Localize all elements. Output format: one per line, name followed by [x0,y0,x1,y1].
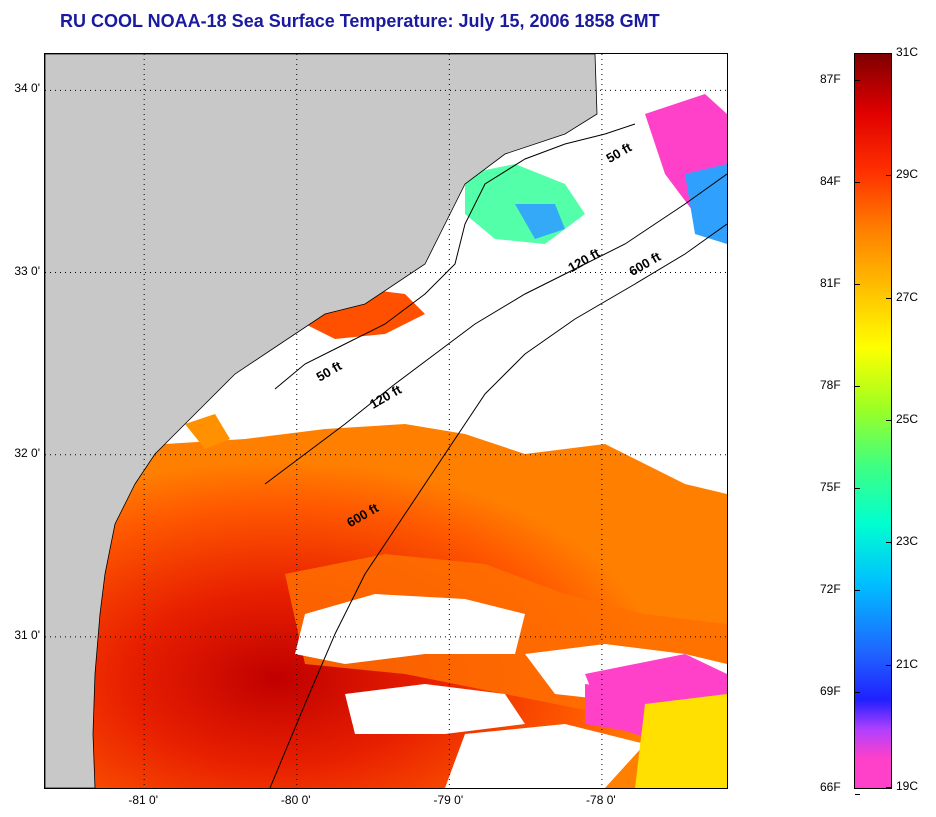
colorbar-tick-mark [855,793,860,795]
colorbar-celsius-label: 19C [896,779,919,793]
colorbar-tick-mark [886,175,891,177]
cloud-patch [445,724,645,788]
colorbar-tick-mark [886,297,891,299]
lat-tick-label: 34 0' [14,81,40,96]
colorbar-fahrenheit-label: 75F [820,479,841,494]
colorbar-tick-mark [886,53,891,54]
colorbar-tick-mark [855,284,860,286]
colorbar-fahrenheit-label: 78F [820,378,841,393]
colorbar-tick-mark [855,487,860,489]
colorbar-celsius-label: 29C [896,167,919,182]
sst-cool-patch [185,414,230,449]
lat-tick-label: 31 0' [14,627,40,642]
colorbar-celsius-label: 31C [896,45,919,59]
colorbar-celsius-label: 23C [896,534,919,549]
sst-cool-patch [515,204,565,239]
colorbar-celsius-label: 21C [896,656,919,671]
colorbar-tick-mark [886,420,891,421]
colorbar-tick-mark [855,589,860,591]
contour-120ft [264,173,727,485]
colorbar-fahrenheit-label: 81F [820,276,841,291]
colorbar-fahrenheit-label: 84F [820,174,841,189]
colorbar-fahrenheit-label: 66F [820,780,841,794]
lat-tick-label: 32 0' [14,445,40,460]
colorbar-tick-mark [855,182,860,184]
map-title: RU COOL NOAA-18 Sea Surface Temperature:… [60,11,660,31]
cloud-patch [295,594,525,664]
colorbar-tick-mark [886,787,891,788]
colorbar-tick-mark [855,691,860,693]
contour-600ft [269,223,727,788]
lat-tick-label: 33 0' [14,263,40,278]
lon-tick-label: -78 0' [586,793,616,807]
lon-tick-label: -79 0' [433,793,464,807]
lon-tick-label: -80 0' [280,793,311,807]
sst-map: 50 ft 120 ft 600 ft 50 ft 120 ft 600 ft [44,53,728,789]
sst-cool-patch [685,164,727,244]
colorbar-tick-mark [855,386,860,388]
colorbar-tick-mark [886,664,891,666]
land-mass [45,54,598,788]
temperature-colorbar [854,53,892,789]
colorbar-fahrenheit-label: 72F [820,581,841,596]
colorbar-fahrenheit-label: 69F [820,683,841,698]
colorbar-tick-mark [886,542,891,544]
contour-50ft [274,123,636,390]
sst-cool-patch [635,694,727,788]
colorbar-celsius-label: 27C [896,289,919,304]
colorbar-fahrenheit-label: 87F [820,72,841,87]
colorbar-tick-mark [855,80,860,82]
map-grid [45,54,727,788]
lon-tick-label: -81 0' [128,793,158,807]
cloud-patch [345,684,525,734]
colorbar-celsius-label: 25C [896,412,919,426]
